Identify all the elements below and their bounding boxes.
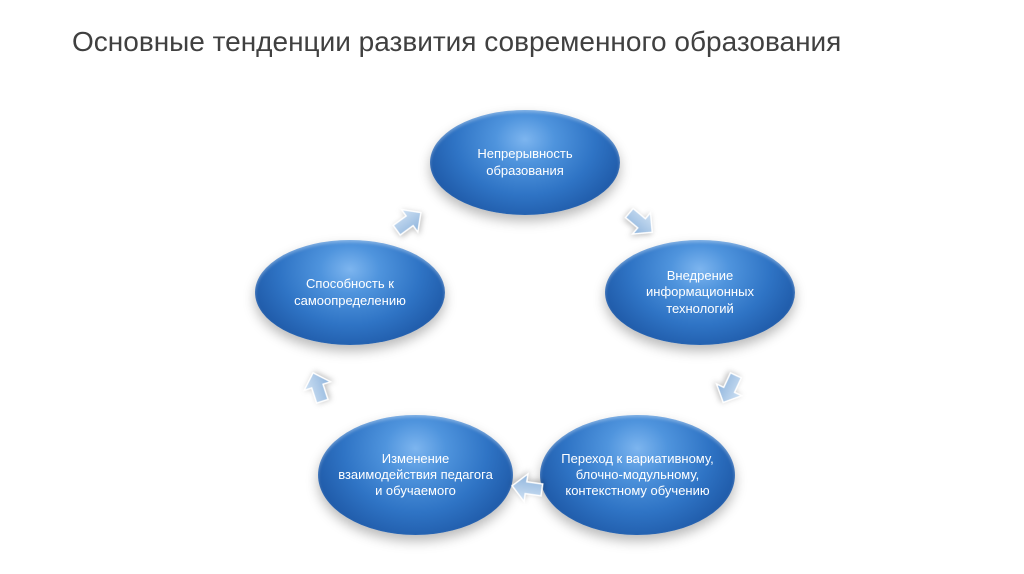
cycle-node: Внедрение информационных технологий <box>605 240 795 345</box>
cycle-node-label: Непрерывность образования <box>449 146 602 179</box>
cycle-node: Переход к вариативному, блочно-модульном… <box>540 415 735 535</box>
cycle-diagram: Непрерывность образования Внедрение инфо… <box>0 0 1024 574</box>
cycle-arrow-icon <box>295 365 340 410</box>
cycle-node-label: Изменение взаимодействия педагога и обуч… <box>337 451 495 500</box>
cycle-arrow-icon <box>706 364 754 412</box>
cycle-arrow-icon <box>383 197 433 247</box>
cycle-node-label: Способность к самоопределению <box>274 276 427 309</box>
slide: Основные тенденции развития современного… <box>0 0 1024 574</box>
cycle-node-label: Переход к вариативному, блочно-модульном… <box>559 451 717 500</box>
cycle-node: Способность к самоопределению <box>255 240 445 345</box>
cycle-arrow-icon <box>508 468 549 509</box>
cycle-node: Непрерывность образования <box>430 110 620 215</box>
cycle-node-label: Внедрение информационных технологий <box>624 268 777 317</box>
cycle-node: Изменение взаимодействия педагога и обуч… <box>318 415 513 535</box>
cycle-arrow-icon <box>615 197 666 248</box>
